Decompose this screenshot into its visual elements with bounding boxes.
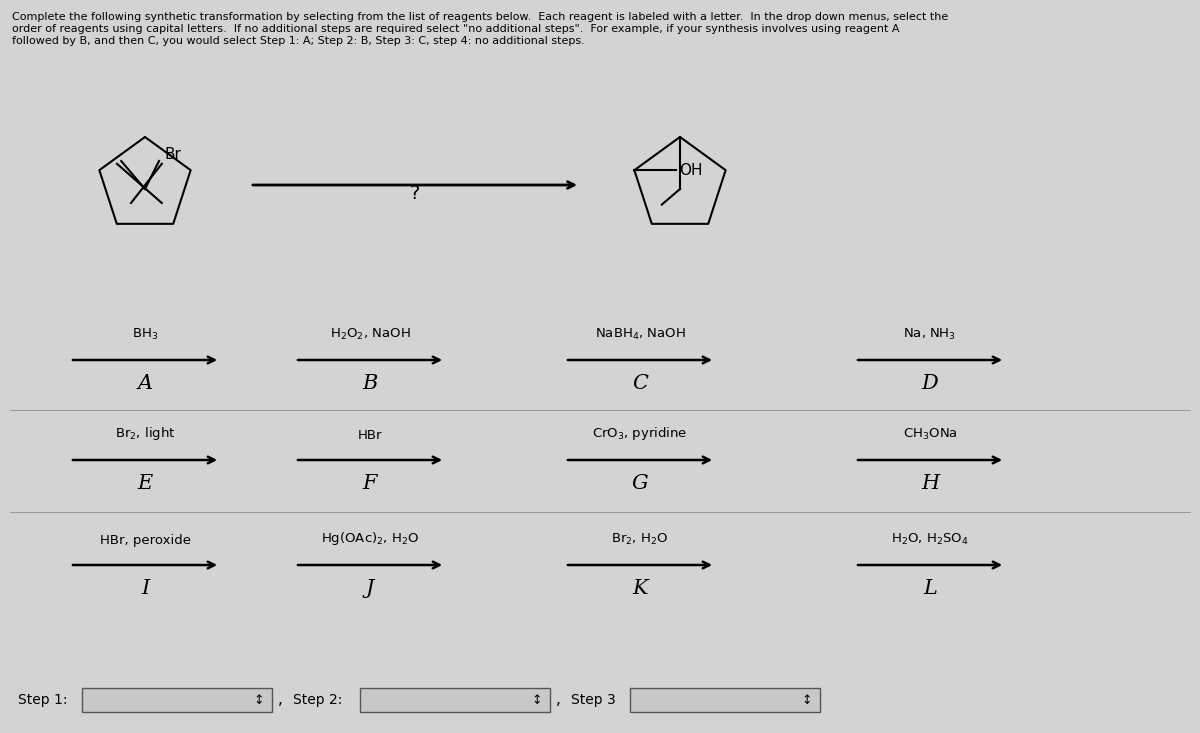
Text: Step 3: Step 3 [571, 693, 616, 707]
Text: HBr: HBr [358, 429, 383, 442]
Text: ↕: ↕ [253, 693, 264, 707]
Text: order of reagents using capital letters.  If no additional steps are required se: order of reagents using capital letters.… [12, 24, 900, 34]
Text: E: E [137, 474, 152, 493]
Text: OH: OH [679, 163, 703, 177]
Text: followed by B, and then C, you would select Step 1: A; Step 2: B, Step 3: C, ste: followed by B, and then C, you would sel… [12, 36, 584, 46]
Text: ,: , [278, 693, 283, 707]
Text: H$_2$O$_2$, NaOH: H$_2$O$_2$, NaOH [330, 327, 410, 342]
Text: Complete the following synthetic transformation by selecting from the list of re: Complete the following synthetic transfo… [12, 12, 948, 22]
Text: Na, NH$_3$: Na, NH$_3$ [904, 327, 956, 342]
Text: ↕: ↕ [532, 693, 542, 707]
Bar [82, 688, 272, 712]
Text: CrO$_3$, pyridine: CrO$_3$, pyridine [593, 425, 688, 442]
Text: C: C [632, 374, 648, 393]
Text: ,: , [556, 693, 560, 707]
Text: Step 2:: Step 2: [293, 693, 342, 707]
Text: BH$_3$: BH$_3$ [132, 327, 158, 342]
Text: B: B [362, 374, 378, 393]
Bar [360, 688, 550, 712]
Text: L: L [923, 579, 937, 598]
Text: ?: ? [410, 184, 420, 203]
Text: F: F [362, 474, 377, 493]
Text: A: A [138, 374, 152, 393]
Text: D: D [922, 374, 938, 393]
Text: Br$_2$, light: Br$_2$, light [115, 425, 175, 442]
Text: ↕: ↕ [802, 693, 812, 707]
Text: Step 1:: Step 1: [18, 693, 67, 707]
Text: K: K [632, 579, 648, 598]
Text: H: H [920, 474, 940, 493]
Text: G: G [631, 474, 648, 493]
Text: I: I [140, 579, 149, 598]
Text: J: J [366, 579, 374, 598]
Bar [630, 688, 820, 712]
Text: HBr, peroxide: HBr, peroxide [100, 534, 191, 547]
Text: Br: Br [164, 147, 181, 162]
Text: Hg(OAc)$_2$, H$_2$O: Hg(OAc)$_2$, H$_2$O [320, 530, 419, 547]
Text: NaBH$_4$, NaOH: NaBH$_4$, NaOH [594, 327, 685, 342]
Text: CH$_3$ONa: CH$_3$ONa [902, 427, 958, 442]
Text: Br$_2$, H$_2$O: Br$_2$, H$_2$O [611, 532, 668, 547]
Text: H$_2$O, H$_2$SO$_4$: H$_2$O, H$_2$SO$_4$ [892, 532, 968, 547]
